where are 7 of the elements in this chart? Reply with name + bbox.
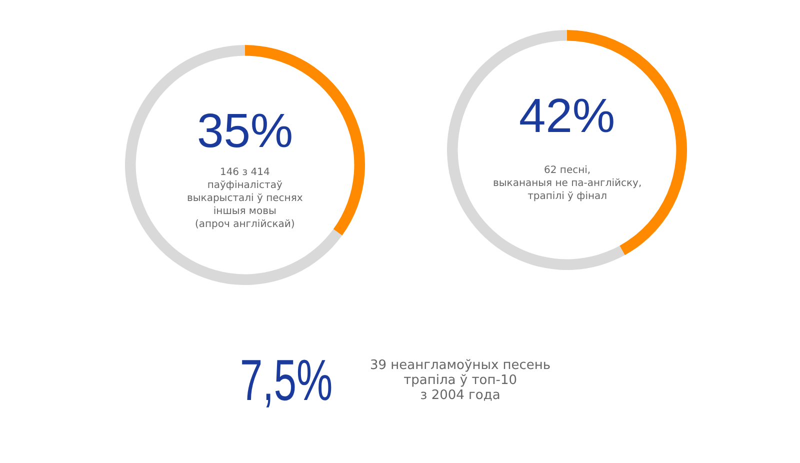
text: 39 неангламоўных песень трапіла ў топ-10 з 2004 года [370, 358, 551, 402]
donut-slice [125, 45, 342, 285]
text: 42% [519, 90, 616, 143]
text: 35% [197, 105, 294, 158]
text: 7,5% [240, 346, 333, 414]
text: 62 песні, выкананыя не па-англійску, трапілі ў фінал [493, 165, 642, 202]
text: 146 з 414 паўфіналістаў выкарысталі ў песнях іншыя мовы (апроч англійскай) [187, 167, 303, 230]
